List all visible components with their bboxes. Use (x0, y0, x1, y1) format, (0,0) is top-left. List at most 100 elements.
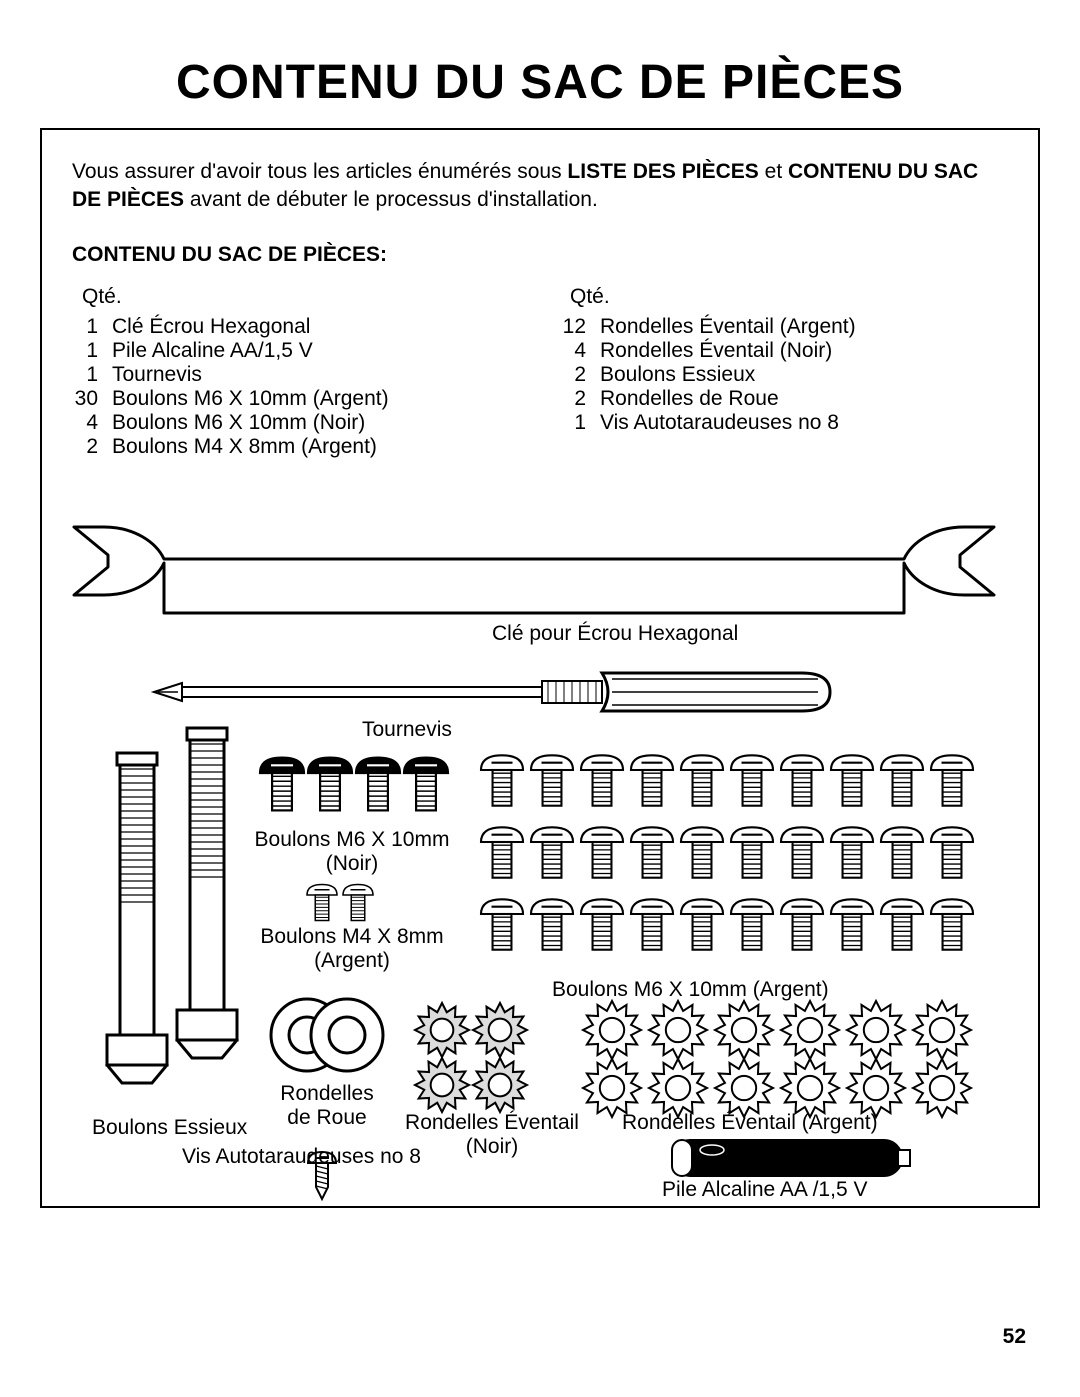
table-row: 4Boulons M6 X 10mm (Noir) (72, 411, 389, 435)
parts-lists: Qté. 1Clé Écrou Hexagonal1Pile Alcaline … (72, 285, 1008, 459)
desc-cell: Boulons Essieux (600, 363, 856, 387)
bolt-icon (931, 827, 973, 877)
bolt-icon (931, 755, 973, 805)
bolt-icon (531, 899, 573, 949)
parts-list-left: Qté. 1Clé Écrou Hexagonal1Pile Alcaline … (72, 285, 520, 459)
qty-cell: 1 (560, 411, 600, 435)
desc-cell: Pile Alcaline AA/1,5 V (112, 339, 389, 363)
bolt-icon (881, 827, 923, 877)
fan-washer-icon (715, 1059, 773, 1117)
qty-cell: 4 (560, 339, 600, 363)
fan-washer-icon (415, 1058, 469, 1112)
bolts-m4-silver (307, 885, 373, 921)
axle-bolt-icon (177, 728, 237, 1058)
section-label: CONTENU DU SAC DE PIÈCES: (72, 243, 1008, 267)
bolt-icon (681, 755, 723, 805)
wrench-icon (74, 527, 994, 613)
bolt-icon (581, 755, 623, 805)
bolt-icon (831, 755, 873, 805)
fan-washer-icon (847, 1059, 905, 1117)
bolt-icon (831, 827, 873, 877)
bolt-icon (631, 827, 673, 877)
desc-cell: Boulons M6 X 10mm (Argent) (112, 387, 389, 411)
table-row: 2Boulons M4 X 8mm (Argent) (72, 435, 389, 459)
desc-cell: Tournevis (112, 363, 389, 387)
bolt-icon (531, 827, 573, 877)
bolt-icon (731, 827, 773, 877)
desc-cell: Rondelles Éventail (Argent) (600, 315, 856, 339)
bolt-icon (481, 755, 523, 805)
qty-cell: 2 (560, 387, 600, 411)
bolt-icon (731, 899, 773, 949)
parts-diagram: Clé pour Écrou Hexagonal Tournevis Boulo… (72, 515, 1008, 1186)
table-row: 30Boulons M6 X 10mm (Argent) (72, 387, 389, 411)
label-screwdriver: Tournevis (362, 718, 452, 742)
table-row: 12Rondelles Éventail (Argent) (560, 315, 856, 339)
label-battery: Pile Alcaline AA /1,5 V (662, 1178, 867, 1202)
bolt-icon (481, 899, 523, 949)
desc-cell: Rondelles de Roue (600, 387, 856, 411)
intro-paragraph: Vous assurer d'avoir tous les articles é… (72, 158, 1008, 215)
bolt-icon (781, 827, 823, 877)
table-row: 4Rondelles Éventail (Noir) (560, 339, 856, 363)
bolt-icon (831, 899, 873, 949)
battery-icon (672, 1140, 910, 1176)
bolt-icon (581, 899, 623, 949)
fan-washer-icon (781, 1001, 839, 1059)
axle-bolts (107, 728, 237, 1083)
fan-washer-icon (649, 1059, 707, 1117)
bolts-m6-black (260, 758, 448, 811)
bolt-icon (343, 885, 373, 921)
desc-cell: Clé Écrou Hexagonal (112, 315, 389, 339)
bolt-icon (631, 899, 673, 949)
bolt-icon (531, 755, 573, 805)
axle-bolt-icon (107, 753, 167, 1083)
page-title: CONTENU DU SAC DE PIÈCES (40, 55, 1040, 110)
parts-list-right: Qté. 12Rondelles Éventail (Argent)4Ronde… (560, 285, 1008, 459)
bolt-icon (481, 827, 523, 877)
fan-washer-icon (847, 1001, 905, 1059)
bolt-icon (781, 899, 823, 949)
bolt-icon (631, 755, 673, 805)
table-row: 1Tournevis (72, 363, 389, 387)
label-axle: Boulons Essieux (92, 1116, 247, 1140)
label-wheel-washers: Rondelles de Roue (267, 1082, 387, 1130)
label-m6-silver: Boulons M6 X 10mm (Argent) (552, 978, 829, 1002)
page-number: 52 (1003, 1325, 1026, 1349)
fan-washer-icon (649, 1001, 707, 1059)
fan-washer-icon (913, 1001, 971, 1059)
label-fan-black: Rondelles Éventail (Noir) (392, 1111, 592, 1159)
table-row: 1Clé Écrou Hexagonal (72, 315, 389, 339)
fan-washers-black (415, 1003, 527, 1112)
fan-washers-silver (583, 1001, 971, 1117)
fan-washer-icon (473, 1003, 527, 1057)
fan-washer-icon (583, 1001, 641, 1059)
bolt-icon (356, 758, 400, 811)
bolts-m6-silver (481, 755, 973, 949)
bolt-icon (931, 899, 973, 949)
desc-cell: Rondelles Éventail (Noir) (600, 339, 856, 363)
table-row: 2Boulons Essieux (560, 363, 856, 387)
qty-cell: 12 (560, 315, 600, 339)
fan-washer-icon (913, 1059, 971, 1117)
bolt-icon (308, 758, 352, 811)
desc-cell: Boulons M4 X 8mm (Argent) (112, 435, 389, 459)
label-m6-black: Boulons M6 X 10mm (Noir) (247, 828, 457, 876)
intro-pre: Vous assurer d'avoir tous les articles é… (72, 160, 567, 183)
fan-washer-icon (715, 1001, 773, 1059)
qty-cell: 1 (72, 315, 112, 339)
qty-header-left: Qté. (82, 285, 520, 309)
desc-cell: Boulons M6 X 10mm (Noir) (112, 411, 389, 435)
bolt-icon (731, 755, 773, 805)
desc-cell: Vis Autotaraudeuses no 8 (600, 411, 856, 435)
qty-cell: 2 (560, 363, 600, 387)
intro-bold1: LISTE DES PIÈCES (567, 160, 758, 183)
screwdriver-icon (154, 673, 830, 711)
intro-post: avant de débuter le processus d'installa… (184, 188, 598, 211)
content-frame: Vous assurer d'avoir tous les articles é… (40, 128, 1040, 1208)
bolt-icon (681, 899, 723, 949)
qty-cell: 4 (72, 411, 112, 435)
qty-cell: 1 (72, 363, 112, 387)
label-wrench: Clé pour Écrou Hexagonal (492, 622, 738, 646)
fan-washer-icon (583, 1059, 641, 1117)
